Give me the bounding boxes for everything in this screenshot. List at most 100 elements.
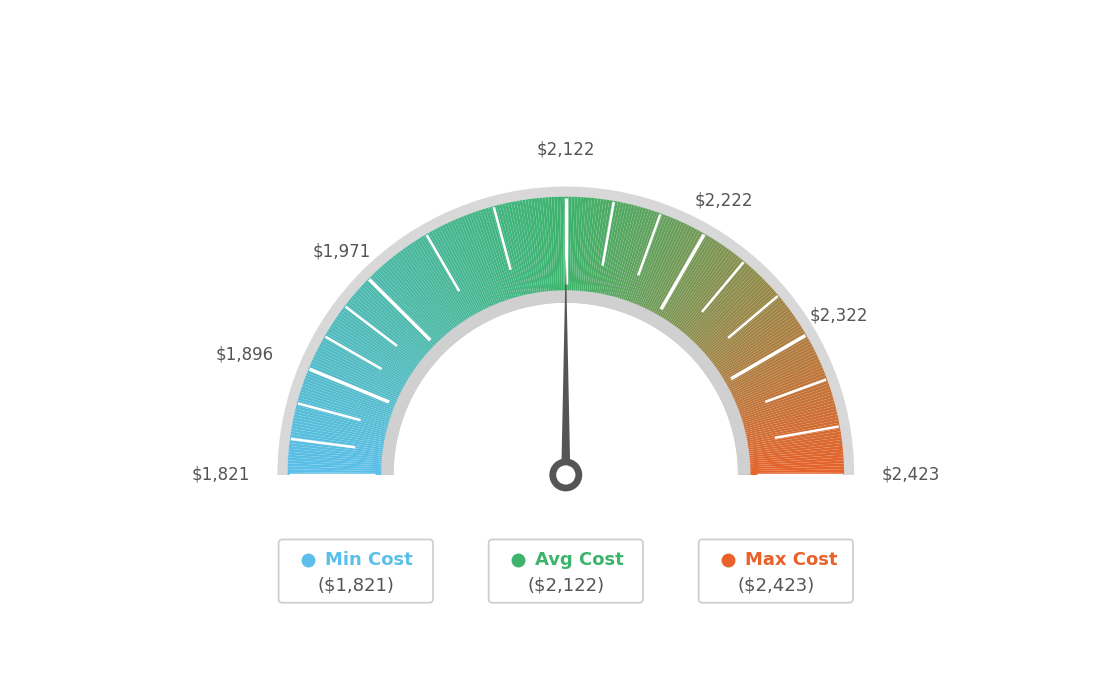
Wedge shape — [675, 259, 743, 342]
Wedge shape — [611, 206, 640, 309]
Wedge shape — [676, 261, 745, 344]
Wedge shape — [655, 237, 712, 328]
Wedge shape — [637, 222, 684, 319]
Wedge shape — [277, 186, 854, 475]
Wedge shape — [732, 403, 836, 432]
Wedge shape — [378, 268, 450, 348]
Wedge shape — [299, 392, 402, 425]
Wedge shape — [288, 452, 394, 462]
Wedge shape — [291, 423, 396, 444]
Wedge shape — [734, 417, 839, 441]
Wedge shape — [575, 197, 583, 303]
Wedge shape — [455, 219, 499, 317]
Wedge shape — [357, 288, 438, 361]
Wedge shape — [707, 314, 794, 377]
Wedge shape — [594, 201, 615, 306]
Wedge shape — [737, 452, 843, 462]
Wedge shape — [735, 423, 840, 444]
Wedge shape — [361, 284, 440, 359]
Wedge shape — [709, 321, 799, 382]
Wedge shape — [308, 367, 407, 410]
Wedge shape — [636, 221, 681, 319]
Wedge shape — [381, 290, 751, 475]
Wedge shape — [682, 270, 756, 350]
Wedge shape — [701, 302, 786, 370]
Wedge shape — [395, 253, 461, 339]
Wedge shape — [499, 204, 527, 308]
Wedge shape — [729, 384, 829, 420]
Wedge shape — [445, 223, 492, 320]
Wedge shape — [578, 197, 590, 304]
Wedge shape — [288, 448, 394, 460]
Text: ($2,122): ($2,122) — [528, 576, 604, 594]
Wedge shape — [672, 257, 741, 342]
Wedge shape — [289, 437, 395, 453]
Wedge shape — [737, 466, 845, 471]
Wedge shape — [359, 286, 439, 359]
Wedge shape — [288, 460, 394, 468]
Wedge shape — [373, 272, 448, 351]
Wedge shape — [736, 437, 842, 453]
Wedge shape — [619, 210, 655, 312]
Wedge shape — [309, 364, 407, 408]
Text: $1,971: $1,971 — [312, 243, 371, 261]
Wedge shape — [650, 233, 705, 326]
Wedge shape — [713, 331, 805, 387]
Wedge shape — [703, 306, 789, 373]
Wedge shape — [289, 443, 395, 457]
Wedge shape — [722, 357, 819, 404]
Wedge shape — [737, 472, 845, 475]
Wedge shape — [348, 300, 432, 368]
Wedge shape — [664, 246, 728, 335]
Wedge shape — [736, 443, 842, 457]
Wedge shape — [353, 293, 436, 364]
Wedge shape — [410, 243, 470, 333]
Wedge shape — [726, 375, 827, 415]
Text: Min Cost: Min Cost — [326, 551, 413, 569]
Wedge shape — [728, 381, 829, 418]
Wedge shape — [301, 386, 403, 422]
Wedge shape — [617, 209, 651, 311]
Text: Avg Cost: Avg Cost — [535, 551, 624, 569]
Wedge shape — [670, 253, 736, 339]
Text: $2,122: $2,122 — [537, 141, 595, 159]
Wedge shape — [420, 237, 477, 328]
Wedge shape — [402, 248, 466, 336]
Wedge shape — [288, 463, 394, 470]
Wedge shape — [329, 326, 421, 384]
Wedge shape — [375, 270, 449, 350]
Wedge shape — [729, 386, 830, 422]
Wedge shape — [305, 375, 405, 415]
Wedge shape — [336, 316, 425, 378]
Wedge shape — [384, 262, 455, 345]
Wedge shape — [513, 201, 535, 306]
Wedge shape — [659, 241, 720, 332]
Wedge shape — [460, 216, 502, 315]
Wedge shape — [293, 417, 397, 441]
Wedge shape — [582, 198, 595, 304]
Wedge shape — [614, 208, 646, 310]
Wedge shape — [302, 381, 404, 418]
Wedge shape — [598, 201, 620, 306]
Wedge shape — [724, 367, 824, 410]
Wedge shape — [482, 208, 516, 310]
Wedge shape — [288, 457, 394, 466]
Wedge shape — [599, 202, 624, 306]
Wedge shape — [351, 295, 434, 365]
Wedge shape — [651, 234, 708, 327]
Wedge shape — [439, 226, 489, 322]
Wedge shape — [647, 230, 700, 324]
Wedge shape — [341, 309, 427, 374]
Wedge shape — [453, 219, 498, 318]
Wedge shape — [602, 203, 626, 307]
Wedge shape — [662, 245, 724, 334]
Wedge shape — [323, 336, 417, 391]
Wedge shape — [734, 414, 838, 439]
Wedge shape — [571, 197, 577, 303]
Wedge shape — [393, 255, 460, 340]
Wedge shape — [528, 199, 544, 304]
Wedge shape — [620, 211, 657, 313]
Text: $2,322: $2,322 — [810, 307, 869, 325]
Wedge shape — [314, 354, 411, 402]
Wedge shape — [608, 206, 638, 308]
